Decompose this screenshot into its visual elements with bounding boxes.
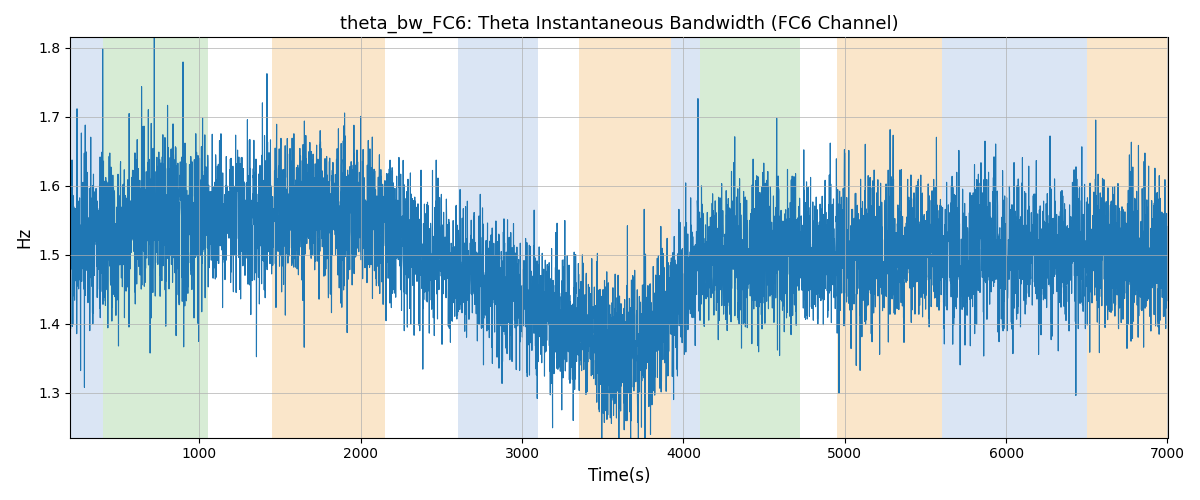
Bar [457, 38, 539, 438]
Title: theta_bw_FC6: Theta Instantaneous Bandwidth (FC6 Channel): theta_bw_FC6: Theta Instantaneous Bandwi… [340, 15, 899, 34]
Y-axis label: Hz: Hz [14, 227, 32, 248]
Bar [578, 38, 671, 438]
X-axis label: Time(s): Time(s) [588, 467, 650, 485]
Bar [836, 38, 942, 438]
Bar [671, 38, 700, 438]
Bar [71, 38, 103, 438]
Bar [700, 38, 799, 438]
Bar [272, 38, 385, 438]
Bar [103, 38, 208, 438]
Bar [1087, 38, 1168, 438]
Bar [942, 38, 1087, 438]
